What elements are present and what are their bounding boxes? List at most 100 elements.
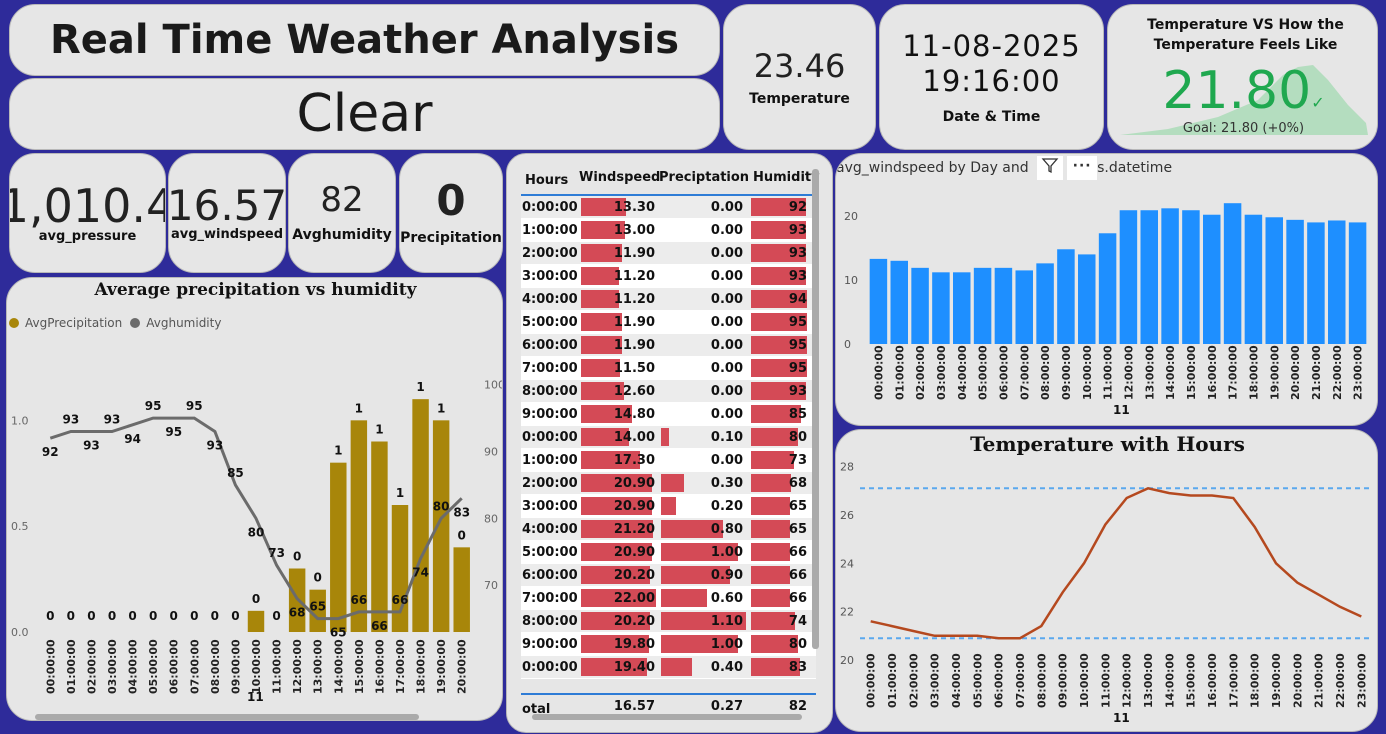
cell-humidity: 94 <box>749 288 809 310</box>
data-bar <box>751 451 795 469</box>
cell-hours: 9:00:00 <box>522 406 578 422</box>
data-bar <box>581 198 627 216</box>
table-row[interactable]: 7:00:00 22.00 0.60 66 <box>521 587 816 610</box>
x-tick-label: 03:00:00 <box>929 653 942 708</box>
table-row[interactable]: 2:00:00 11.90 0.00 93 <box>521 242 816 265</box>
col-header-humidity[interactable]: Humidity <box>753 170 820 185</box>
cell-value: 20.20 <box>613 568 655 583</box>
x-tick-label: 19:00:00 <box>1268 345 1281 400</box>
temperature-chart-card[interactable]: Temperature with Hours 20 22 24 26 28 00:00:0… <box>835 429 1378 732</box>
windspeed-chart-card[interactable]: avg_windspeed by Day and ··· s.datetime 0… <box>835 153 1378 426</box>
x-tick-label: 00:00:00 <box>44 639 57 694</box>
x-tick-label: 09:00:00 <box>1057 653 1070 708</box>
table-row[interactable]: 7:00:00 11.50 0.00 95 <box>521 357 816 380</box>
data-bar <box>751 658 801 676</box>
filter-icon[interactable] <box>1037 156 1064 180</box>
x-tick-label: 10:00:00 <box>1078 653 1091 708</box>
stat-card-humidity[interactable]: 82 Avghumidity <box>288 153 396 273</box>
table-row[interactable]: 9:00:00 19.80 1.00 80 <box>521 633 816 656</box>
precip-data-label: 1 <box>437 401 445 415</box>
x-tick-label: 17:00:00 <box>1227 653 1240 708</box>
precip-data-label: 0 <box>458 528 466 542</box>
cell-windspeed: 11.20 <box>579 288 659 310</box>
stat-card-windspeed[interactable]: 16.57 avg_windspeed <box>168 153 286 273</box>
cell-value: 80 <box>788 637 807 652</box>
precip-humidity-chart-card[interactable]: Average precipitation vs humidity AvgPre… <box>6 277 503 721</box>
precip-humidity-chart: 0.00.51.0708090100000:00:00001:00:00002:… <box>11 379 502 694</box>
col-header-hours[interactable]: Hours <box>525 172 569 188</box>
data-bar <box>581 451 641 469</box>
temperature-label: Temperature <box>749 91 850 107</box>
cell-precipitation: 0.30 <box>659 472 749 494</box>
stat-value: 82 <box>320 180 364 220</box>
humidity-data-label: 93 <box>83 438 100 452</box>
precip-data-label: 0 <box>108 609 116 623</box>
x-tick-label: 14:00:00 <box>1163 653 1176 708</box>
stat-label: Avghumidity <box>292 227 392 243</box>
table-horizontal-scrollbar[interactable] <box>532 714 802 720</box>
table-row[interactable]: 4:00:00 21.20 0.80 65 <box>521 518 816 541</box>
precip-data-label: 0 <box>211 609 219 623</box>
temperature-chart: 20 22 24 26 28 00:00:00 01:00:00 02:00:00 03:00:… <box>840 461 1372 708</box>
table-row[interactable]: 0:00:00 14.00 0.10 80 <box>521 426 816 449</box>
table-row[interactable]: 3:00:00 20.90 0.20 65 <box>521 495 816 518</box>
cell-hours: 3:00:00 <box>522 498 578 514</box>
stat-card-precipitation[interactable]: 0 Precipitation <box>399 153 503 273</box>
stat-card-pressure[interactable]: 1,010.4 avg_pressure <box>9 153 166 273</box>
temperature-card[interactable]: 23.46 Temperature <box>723 4 876 150</box>
datetime-card[interactable]: 11-08-2025 19:16:00 Date & Time <box>879 4 1104 150</box>
precip-bar <box>412 399 429 632</box>
horizontal-scrollbar[interactable] <box>35 714 419 720</box>
precip-data-label: 0 <box>252 592 260 606</box>
table-row[interactable]: 6:00:00 20.20 0.90 66 <box>521 564 816 587</box>
data-bar <box>751 612 795 630</box>
datetime-label: Date & Time <box>942 108 1041 125</box>
table-row[interactable]: 0:00:00 19.40 0.40 83 <box>521 656 816 679</box>
kpi-card[interactable]: Temperature VS How the Temperature Feels… <box>1107 4 1378 150</box>
x-tick-label: 16:00:00 <box>373 639 386 694</box>
table-row[interactable]: 4:00:00 11.20 0.00 94 <box>521 288 816 311</box>
x-tick-label: 11:00:00 <box>271 639 284 694</box>
y-tick: 10 <box>844 274 858 287</box>
table-row[interactable]: 5:00:00 11.90 0.00 95 <box>521 311 816 334</box>
x-tick-label: 11:00:00 <box>1099 653 1112 708</box>
cell-value: 0.00 <box>710 361 743 376</box>
precip-bar <box>432 420 450 632</box>
table-row[interactable]: 9:00:00 14.80 0.00 85 <box>521 403 816 426</box>
hourly-table-card[interactable]: Hours Windspeed Preciptation Humidity 0:… <box>506 153 833 733</box>
x-tick-label: 18:00:00 <box>1247 345 1260 400</box>
table-row[interactable]: 8:00:00 20.20 1.10 74 <box>521 610 816 633</box>
data-bar <box>751 428 799 446</box>
cell-hours: 4:00:00 <box>522 521 578 537</box>
cell-precipitation: 1.00 <box>659 633 749 655</box>
windspeed-bar <box>1307 222 1325 344</box>
table-row[interactable]: 1:00:00 13.00 0.00 93 <box>521 219 816 242</box>
table-row[interactable]: 8:00:00 12.60 0.00 93 <box>521 380 816 403</box>
cell-windspeed: 19.80 <box>579 633 659 655</box>
table-row[interactable]: 3:00:00 11.20 0.00 93 <box>521 265 816 288</box>
windspeed-bar <box>1036 263 1054 344</box>
table-row[interactable]: 0:00:00 13.30 0.00 92 <box>521 196 816 219</box>
col-header-windspeed[interactable]: Windspeed <box>579 170 661 185</box>
table-row[interactable]: 2:00:00 20.90 0.30 68 <box>521 472 816 495</box>
col-header-precipitation[interactable]: Preciptation <box>659 170 750 185</box>
cell-precipitation: 0.60 <box>659 587 749 609</box>
x-tick-label: 15:00:00 <box>353 639 366 694</box>
condition-card: Clear <box>9 78 720 150</box>
cell-humidity: 92 <box>749 196 809 218</box>
cell-value: 17.30 <box>613 453 655 468</box>
x-tick-label: 22:00:00 <box>1331 345 1344 400</box>
more-options-icon[interactable]: ··· <box>1067 156 1098 180</box>
x-tick-label: 18:00:00 <box>1249 653 1262 708</box>
table-row[interactable]: 1:00:00 17.30 0.00 73 <box>521 449 816 472</box>
table-row[interactable]: 5:00:00 20.90 1.00 66 <box>521 541 816 564</box>
x-tick-label: 12:00:00 <box>1121 653 1134 708</box>
x-tick-label: 15:00:00 <box>1185 653 1198 708</box>
table-row[interactable]: 6:00:00 11.90 0.00 95 <box>521 334 816 357</box>
cell-humidity: 93 <box>749 242 809 264</box>
x-tick-label: 09:00:00 <box>229 639 242 694</box>
vertical-scrollbar[interactable] <box>812 169 819 649</box>
y-tick-right: 90 <box>484 446 498 459</box>
precip-data-label: 0 <box>314 571 322 585</box>
windspeed-bar <box>1078 254 1096 344</box>
